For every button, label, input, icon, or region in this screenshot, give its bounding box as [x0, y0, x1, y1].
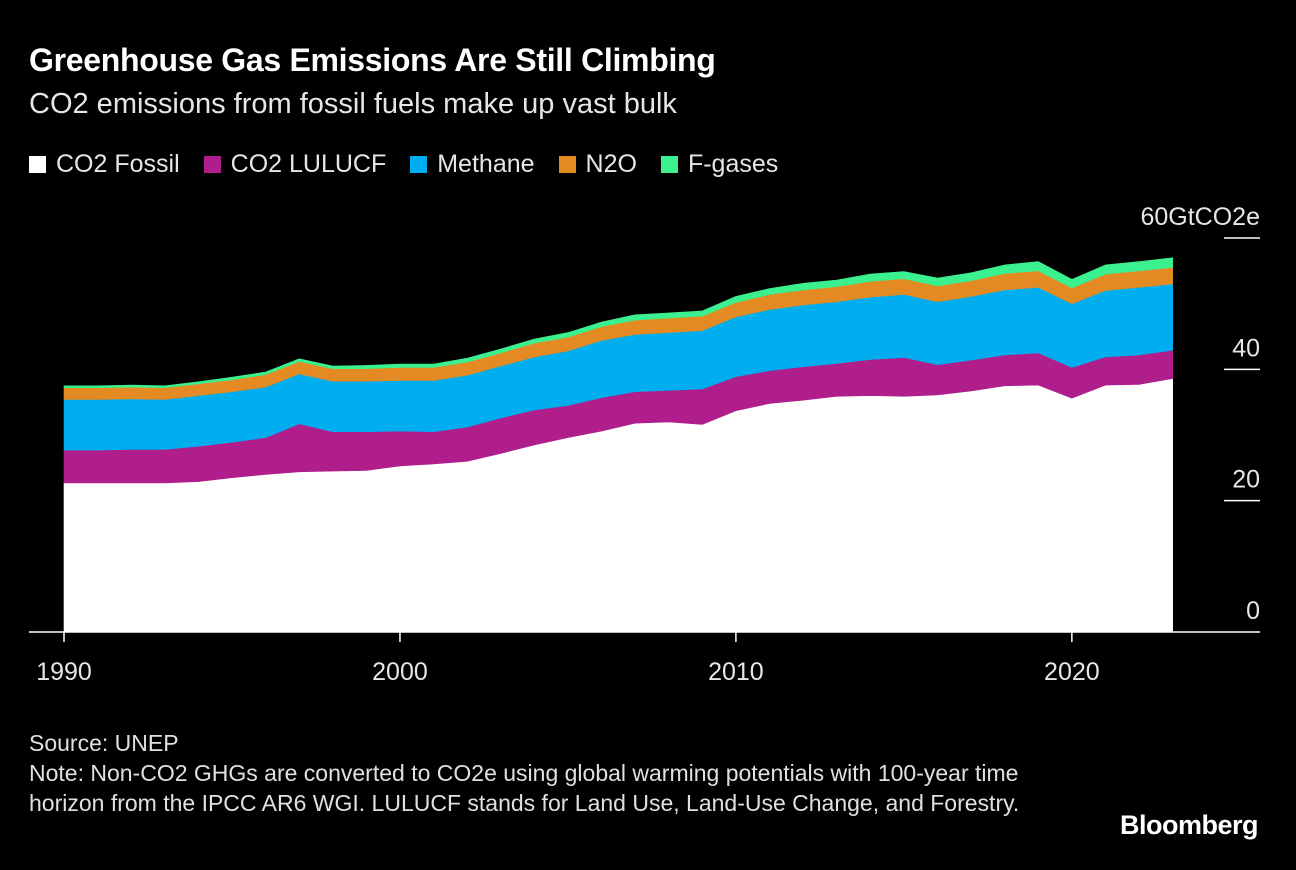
legend-item-n2o: N2O: [558, 150, 637, 179]
legend-item-methane: Methane: [410, 150, 535, 179]
legend-label-co2-fossil: CO2 Fossil: [56, 150, 180, 178]
legend-label-co2-lulucf: CO2 LULUCF: [230, 150, 387, 178]
methodology-note: Note: Non-CO2 GHGs are converted to CO2e…: [29, 760, 1020, 816]
bloomberg-logo: Bloomberg: [1119, 810, 1259, 840]
x-tick-label-2010: 2010: [708, 658, 764, 686]
legend-label-n2o: N2O: [585, 150, 637, 178]
chart-title: Greenhouse Gas Emissions Are Still Climb…: [29, 42, 716, 78]
legend-swatch-methane: [410, 156, 428, 173]
legend-swatch-n2o: [558, 156, 576, 173]
legend-label-f-gases: F-gases: [687, 150, 779, 178]
legend: CO2 Fossil CO2 LULUCF Methane N2O F-gase…: [29, 150, 802, 179]
legend-swatch-co2-lulucf: [203, 156, 221, 173]
y-tick-label-40: 40: [1232, 334, 1260, 362]
chart-subtitle: CO2 emissions from fossil fuels make up …: [29, 88, 677, 120]
source-note: Source: UNEP: [29, 730, 179, 756]
y-tick-label-0: 0: [1246, 597, 1260, 625]
x-tick-label-1990: 1990: [36, 658, 92, 686]
legend-swatch-co2-fossil: [29, 156, 46, 173]
legend-item-f-gases: F-gases: [660, 150, 779, 179]
x-tick-label-2020: 2020: [1044, 658, 1100, 686]
area-series-f-gases: [63, 257, 1173, 389]
y-tick-label-60: 60GtCO2e: [1140, 203, 1260, 231]
legend-item-co2-lulucf: CO2 LULUCF: [203, 150, 387, 179]
legend-label-methane: Methane: [437, 150, 535, 178]
legend-item-co2-fossil: CO2 Fossil: [29, 150, 180, 179]
legend-swatch-f-gases: [660, 156, 678, 173]
y-tick-label-20: 20: [1232, 466, 1260, 494]
x-tick-label-2000: 2000: [372, 658, 428, 686]
footer-notes: Source: UNEP Note: Non-CO2 GHGs are conv…: [29, 728, 1049, 818]
